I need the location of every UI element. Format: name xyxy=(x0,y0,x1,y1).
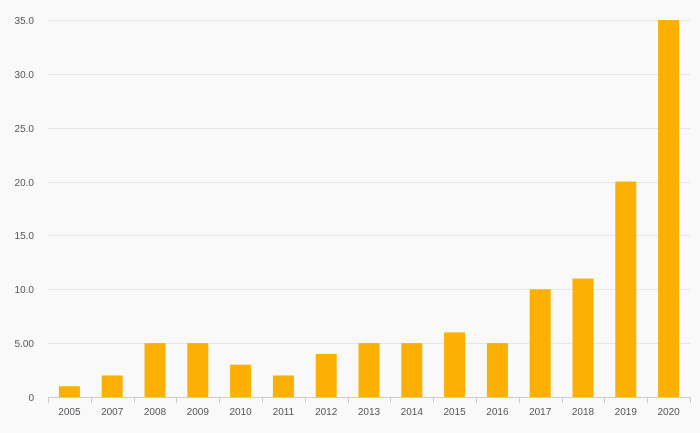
x-axis: 2005 2007 2008 2009 2010 2011 2012 2013 2014 2015… xyxy=(48,397,691,418)
x-tick-label: 2020 xyxy=(657,407,680,418)
y-tick-label: 35.0 xyxy=(15,16,35,27)
x-tick-label: 2010 xyxy=(229,407,252,418)
bar-2010 xyxy=(230,364,252,397)
bar-2013 xyxy=(358,343,380,397)
bar-2011 xyxy=(272,375,294,397)
bar-2014 xyxy=(401,343,423,397)
bar-2009 xyxy=(187,343,209,397)
x-tick-label: 2007 xyxy=(101,407,124,418)
y-tick-label: 25.0 xyxy=(15,124,35,135)
bar-2016 xyxy=(486,343,508,397)
bar-2008 xyxy=(144,343,166,397)
x-tick-label: 2005 xyxy=(58,407,81,418)
bar-2005 xyxy=(58,386,80,397)
x-tick-label: 2014 xyxy=(401,407,424,418)
bar-2019 xyxy=(615,181,637,397)
bars xyxy=(58,20,680,397)
x-tick-label: 2009 xyxy=(187,407,210,418)
y-tick-label: 10.0 xyxy=(15,285,35,296)
y-tick-label: 15.0 xyxy=(15,231,35,242)
bar-2015 xyxy=(444,332,466,397)
y-tick-label: 0 xyxy=(28,393,34,404)
x-tick-label: 2016 xyxy=(486,407,509,418)
x-tick-label: 2013 xyxy=(358,407,381,418)
bar-2017 xyxy=(529,289,551,397)
bar-2020 xyxy=(658,20,680,397)
x-tick-label: 2012 xyxy=(315,407,338,418)
x-tick-label: 2019 xyxy=(615,407,638,418)
x-tick-label: 2017 xyxy=(529,407,552,418)
y-tick-label: 5.00 xyxy=(15,339,35,350)
grid-lines xyxy=(48,20,690,344)
y-axis: 0 5.00 10.0 15.0 20.0 25.0 30.0 35.0 xyxy=(15,16,35,404)
bar-2007 xyxy=(101,375,123,397)
bar-2012 xyxy=(315,353,337,397)
y-tick-label: 20.0 xyxy=(15,178,35,189)
bar-2018 xyxy=(572,278,594,397)
y-tick-label: 30.0 xyxy=(15,70,35,81)
x-tick-label: 2018 xyxy=(572,407,595,418)
x-tick-label: 2015 xyxy=(443,407,466,418)
x-tick-label: 2011 xyxy=(273,407,295,418)
x-tick-label: 2008 xyxy=(144,407,167,418)
